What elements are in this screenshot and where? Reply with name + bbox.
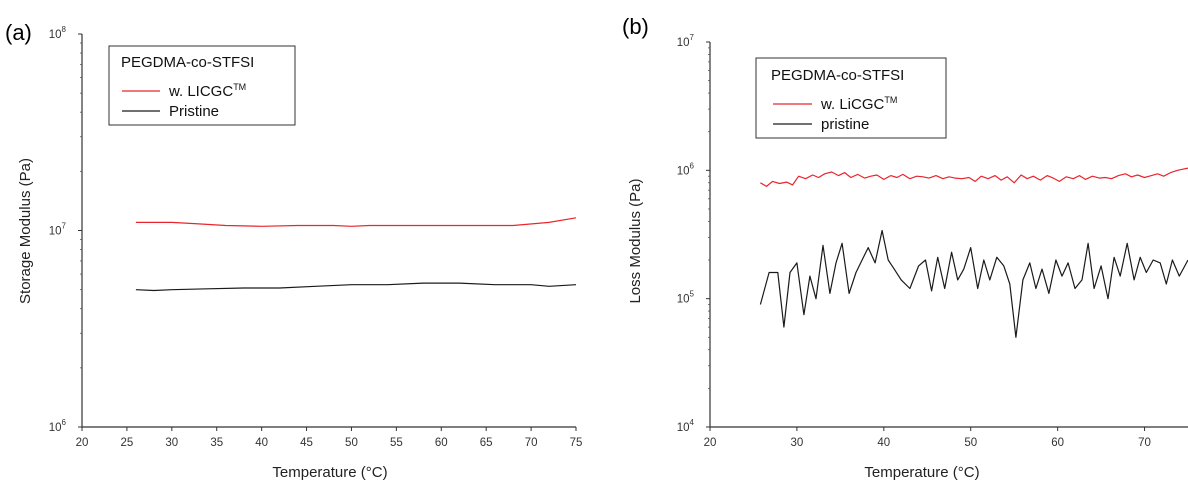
panel-b-x-tick-label: 40 xyxy=(877,437,890,449)
panel-b-x-axis-title: Temperature (°C) xyxy=(864,464,979,481)
panel-a-x-tick-label: 25 xyxy=(121,437,134,449)
panel-a-legend-label-licgc: w. LICGCTM xyxy=(168,82,246,100)
panel-a: (a) 20 25 30 35 40 45 50 55 60 65 70 75 106 107 108 PE… xyxy=(5,20,582,481)
panel-b-series-line-pristine xyxy=(759,229,1188,338)
panel-b-legend-title: PEGDMA-co-STFSI xyxy=(771,67,904,84)
panel-b-y-tick-label: 107 xyxy=(677,33,695,49)
panel-b-legend-label-pristine: pristine xyxy=(821,116,869,133)
panel-b-legend-box xyxy=(755,57,947,139)
panel-b-series-line-w-licgc xyxy=(760,167,1188,187)
panel-a-legend-title: PEGDMA-co-STFSI xyxy=(121,54,254,71)
panel-a-x-tick-label: 65 xyxy=(480,437,493,449)
panel-b-y-tick-label: 104 xyxy=(677,418,695,434)
panel-a-series-line-w-licgc xyxy=(135,217,577,227)
panel-a-x-tick-label: 30 xyxy=(165,437,178,449)
panel-a-x-tick-label: 70 xyxy=(525,437,538,449)
panel-b-legend-label-licgc: w. LiCGCTM xyxy=(820,95,897,113)
panel-a-x-tick-label: 20 xyxy=(76,437,89,449)
panel-a-x-axis-title: Temperature (°C) xyxy=(272,464,387,481)
panel-a-legend-label-pristine: Pristine xyxy=(169,103,219,120)
panel-b-y-tick-label: 106 xyxy=(677,161,695,177)
panel-b-x-tick-label: 50 xyxy=(964,437,977,449)
panel-a-legend-box xyxy=(108,45,296,126)
panel-a-y-tick-label: 108 xyxy=(49,25,67,41)
panel-a-series-line-pristine xyxy=(135,282,577,292)
panel-b-label: (b) xyxy=(622,14,649,39)
panel-a-legend-label-licgc-sup: TM xyxy=(233,82,246,92)
panel-a-x-tick-label: 35 xyxy=(210,437,223,449)
panel-b: (b) 20 30 40 50 60 70 104 105 106 107 PEGDMA-co-S… xyxy=(622,14,1188,481)
panel-b-x-tick-label: 70 xyxy=(1138,437,1151,449)
panel-b-x-tick-label: 60 xyxy=(1051,437,1064,449)
panel-b-legend: PEGDMA-co-STFSI w. LiCGCTM pristine xyxy=(755,57,947,139)
panel-b-legend-label-licgc-main: w. LiCGC xyxy=(820,96,885,113)
panel-a-y-axis-title: Storage Modulus (Pa) xyxy=(17,158,34,304)
panel-a-legend: PEGDMA-co-STFSI w. LICGCTM Pristine xyxy=(108,45,296,126)
panel-b-x-tick-label: 30 xyxy=(791,437,804,449)
panel-a-y-tick-label: 106 xyxy=(49,418,67,434)
panel-b-x-tick-label: 20 xyxy=(704,437,717,449)
panel-a-x-tick-label: 60 xyxy=(435,437,448,449)
panel-a-x-tick-label: 75 xyxy=(570,437,583,449)
panel-a-label: (a) xyxy=(5,20,32,45)
panel-b-y-tick-label: 105 xyxy=(677,290,695,306)
panel-b-legend-label-licgc-sup: TM xyxy=(884,95,897,105)
panel-a-legend-label-licgc-main: w. LICGC xyxy=(168,83,233,100)
panel-a-x-tick-label: 50 xyxy=(345,437,358,449)
panel-a-y-tick-label: 107 xyxy=(49,222,67,238)
panel-b-y-axis-title: Loss Modulus (Pa) xyxy=(627,178,644,303)
panel-a-x-tick-label: 55 xyxy=(390,437,403,449)
panel-a-x-tick-label: 40 xyxy=(255,437,268,449)
panel-a-x-tick-label: 45 xyxy=(300,437,313,449)
